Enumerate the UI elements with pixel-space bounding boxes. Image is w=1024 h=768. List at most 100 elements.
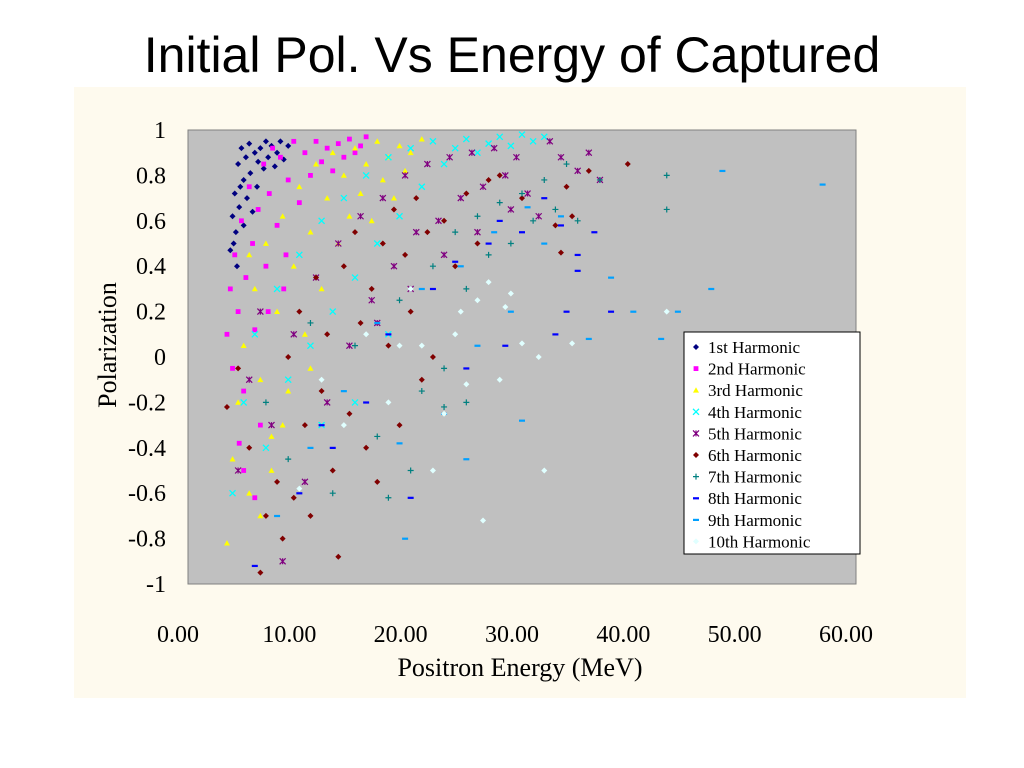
data-point	[340, 263, 347, 270]
data-point	[418, 388, 425, 395]
data-point	[396, 422, 403, 429]
series-10	[296, 279, 670, 524]
data-point	[396, 342, 403, 349]
data-point	[235, 365, 242, 372]
data-point	[557, 153, 565, 161]
data-point	[346, 213, 353, 219]
data-point	[519, 419, 525, 422]
data-point	[240, 398, 248, 406]
data-point	[265, 309, 271, 314]
data-point	[223, 540, 230, 546]
data-point	[245, 376, 253, 384]
y-axis-title: Polarization	[93, 282, 122, 408]
data-point	[557, 215, 564, 218]
data-point	[266, 191, 272, 196]
data-point	[663, 206, 670, 213]
data-point	[249, 208, 256, 215]
data-point	[252, 327, 258, 333]
data-point	[232, 229, 239, 236]
legend-marker	[693, 366, 699, 371]
data-point	[451, 144, 459, 152]
data-point	[237, 183, 244, 190]
data-point	[407, 149, 414, 156]
data-point	[379, 194, 387, 202]
data-point	[351, 398, 359, 406]
y-tick-label: -0.2	[128, 390, 166, 416]
data-point	[546, 137, 554, 145]
data-point	[541, 197, 548, 200]
data-point	[271, 163, 278, 170]
data-point	[401, 171, 409, 179]
data-point	[250, 241, 255, 246]
data-point	[279, 422, 286, 428]
data-point	[440, 251, 448, 259]
legend-marker	[692, 408, 700, 416]
data-point	[519, 340, 525, 347]
data-point	[390, 206, 397, 213]
data-point	[463, 458, 470, 461]
data-point	[262, 399, 269, 406]
data-point	[441, 403, 448, 410]
data-point	[462, 135, 470, 143]
data-point	[231, 190, 238, 197]
data-point	[307, 365, 314, 371]
data-point	[352, 145, 358, 151]
data-point	[274, 514, 281, 518]
data-point	[278, 154, 283, 160]
series-7	[262, 161, 670, 501]
data-point	[246, 490, 253, 496]
data-point	[307, 342, 314, 350]
data-point	[402, 537, 409, 540]
data-point	[256, 308, 264, 316]
data-point	[346, 342, 353, 350]
data-point	[485, 176, 492, 183]
data-point	[270, 145, 276, 151]
data-point	[519, 195, 525, 202]
data-point	[363, 401, 370, 404]
data-point	[251, 330, 259, 338]
data-point	[407, 144, 415, 152]
data-point	[524, 190, 531, 197]
data-point	[284, 376, 292, 384]
data-point	[279, 535, 286, 542]
data-point	[474, 213, 481, 220]
data-point	[379, 176, 386, 183]
data-point	[474, 240, 481, 247]
data-point	[358, 143, 363, 149]
data-point	[291, 138, 297, 144]
data-point	[262, 444, 270, 452]
data-point	[307, 446, 314, 449]
data-point	[227, 247, 234, 254]
y-tick-label: 0.8	[136, 163, 166, 189]
data-point	[446, 153, 454, 161]
data-point	[485, 279, 492, 286]
data-point	[318, 217, 326, 225]
data-point	[236, 440, 242, 446]
data-point	[239, 218, 244, 224]
legend-label: 1st Harmonic	[708, 338, 801, 357]
data-point	[346, 410, 353, 417]
data-point	[268, 433, 275, 439]
data-point	[608, 276, 615, 279]
data-point	[307, 319, 314, 326]
data-point	[368, 296, 376, 304]
data-point	[243, 275, 249, 280]
data-point	[295, 251, 303, 259]
data-point	[479, 183, 487, 191]
data-point	[396, 142, 403, 149]
data-point	[313, 161, 320, 167]
data-point	[318, 388, 325, 395]
legend-label: 2nd Harmonic	[708, 360, 806, 379]
data-point	[574, 253, 581, 257]
data-point	[390, 195, 397, 201]
data-point	[385, 342, 392, 349]
data-point	[429, 137, 437, 145]
data-point	[236, 204, 243, 211]
data-point	[490, 144, 498, 152]
legend-label: 8th Harmonic	[708, 489, 802, 508]
x-tick-label: 30.00	[485, 622, 539, 648]
data-point	[352, 342, 358, 349]
legend-marker	[693, 497, 699, 500]
data-point	[255, 158, 262, 165]
data-point	[608, 310, 615, 313]
